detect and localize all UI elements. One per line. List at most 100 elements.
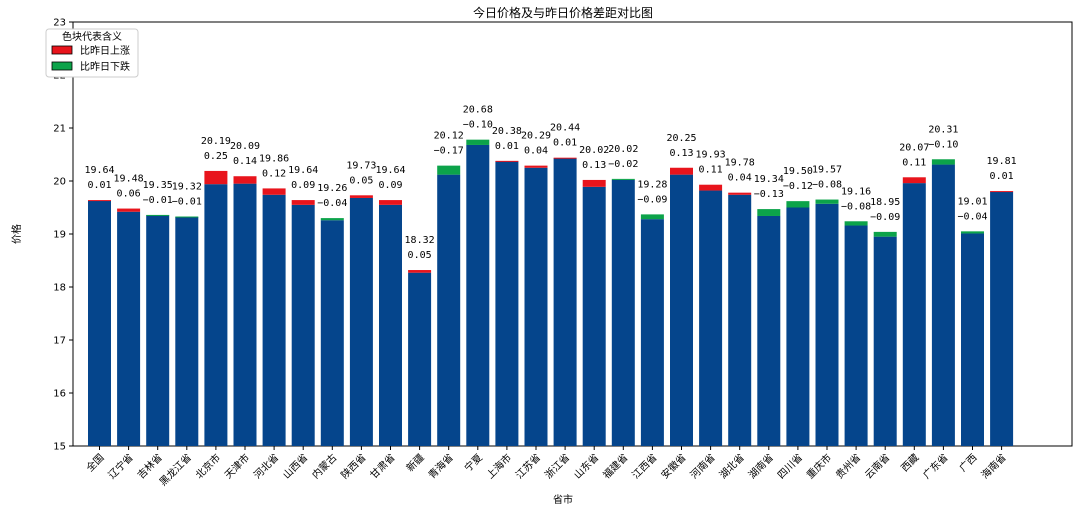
diff-label-13: −0.10 bbox=[463, 120, 493, 131]
bar-rise-16 bbox=[553, 157, 577, 159]
price-label-18: 20.02 bbox=[608, 144, 638, 155]
bar-fall-24 bbox=[786, 201, 810, 208]
x-tick-label: 北京市 bbox=[193, 451, 223, 481]
x-tick-label: 广西 bbox=[957, 452, 980, 475]
x-tick-label: 广东省 bbox=[920, 451, 950, 481]
x-axis-label: 省市 bbox=[553, 493, 573, 506]
bar-fall-29 bbox=[931, 159, 955, 165]
price-label-28: 20.07 bbox=[899, 142, 929, 153]
x-tick-label: 江西省 bbox=[629, 451, 659, 481]
bar-rise-9 bbox=[349, 195, 373, 198]
chart-title: 今日价格及与昨日价格差距对比图 bbox=[473, 5, 653, 20]
bar-today-18 bbox=[611, 179, 635, 446]
bar-rise-5 bbox=[233, 176, 257, 184]
y-tick-label: 16 bbox=[53, 389, 66, 400]
bar-today-8 bbox=[320, 220, 344, 446]
diff-label-3: −0.01 bbox=[172, 197, 202, 208]
bar-rise-28 bbox=[902, 177, 926, 184]
x-tick-label: 西藏 bbox=[899, 452, 922, 475]
bar-rise-1 bbox=[117, 208, 141, 212]
diff-label-31: 0.01 bbox=[990, 171, 1014, 182]
bar-today-0 bbox=[88, 200, 111, 446]
y-tick-label: 21 bbox=[53, 124, 66, 135]
diff-label-29: −0.10 bbox=[928, 139, 958, 150]
bar-today-26 bbox=[844, 225, 868, 446]
x-tick-label: 重庆市 bbox=[804, 451, 834, 481]
price-label-2: 19.35 bbox=[143, 180, 173, 191]
x-tick-label: 天津市 bbox=[222, 451, 252, 481]
bar-today-28 bbox=[902, 183, 926, 446]
bar-fall-30 bbox=[961, 231, 984, 234]
x-tick-label: 江苏省 bbox=[513, 451, 543, 481]
x-tick-label: 湖北省 bbox=[716, 451, 746, 481]
price-label-22: 19.78 bbox=[725, 158, 755, 169]
bar-fall-19 bbox=[640, 214, 664, 220]
bar-today-30 bbox=[961, 233, 984, 446]
y-tick-label: 23 bbox=[53, 18, 66, 29]
bar-fall-26 bbox=[844, 221, 868, 226]
x-tick-label: 辽宁省 bbox=[105, 451, 135, 481]
y-tick-label: 20 bbox=[53, 177, 66, 188]
diff-label-24: −0.12 bbox=[783, 181, 813, 192]
diff-label-8: −0.04 bbox=[317, 198, 347, 209]
bar-rise-4 bbox=[204, 170, 228, 185]
bar-today-2 bbox=[146, 215, 170, 446]
price-label-20: 20.25 bbox=[666, 133, 696, 144]
bar-today-22 bbox=[728, 194, 752, 446]
bar-fall-18 bbox=[611, 178, 635, 180]
bar-rise-31 bbox=[990, 191, 1014, 193]
price-label-5: 20.09 bbox=[230, 141, 260, 152]
diff-label-18: −0.02 bbox=[608, 159, 638, 170]
bar-today-17 bbox=[582, 186, 606, 446]
price-label-6: 19.86 bbox=[259, 153, 289, 164]
bar-today-23 bbox=[757, 215, 781, 446]
price-label-3: 19.32 bbox=[172, 182, 202, 193]
diff-label-7: 0.09 bbox=[291, 180, 315, 191]
price-label-8: 19.26 bbox=[317, 183, 347, 194]
price-label-16: 20.44 bbox=[550, 123, 580, 134]
bar-fall-13 bbox=[466, 139, 490, 145]
diff-label-5: 0.14 bbox=[233, 156, 257, 167]
bar-today-16 bbox=[553, 158, 577, 446]
y-tick-label: 17 bbox=[53, 336, 66, 347]
bar-rise-0 bbox=[88, 200, 111, 202]
x-tick-label: 河北省 bbox=[251, 451, 281, 481]
bar-today-9 bbox=[349, 197, 373, 446]
diff-label-9: 0.05 bbox=[349, 175, 373, 186]
bar-today-31 bbox=[990, 191, 1014, 446]
bar-today-12 bbox=[437, 174, 461, 446]
price-label-15: 20.29 bbox=[521, 131, 551, 142]
y-axis: 151617181920212223 bbox=[53, 18, 73, 453]
diff-label-15: 0.04 bbox=[524, 146, 548, 157]
price-label-23: 19.34 bbox=[754, 174, 784, 185]
price-label-0: 19.64 bbox=[84, 165, 114, 176]
price-label-11: 18.32 bbox=[405, 235, 435, 246]
price-label-25: 19.57 bbox=[812, 165, 842, 176]
bar-today-14 bbox=[495, 161, 519, 446]
bar-today-13 bbox=[466, 144, 490, 446]
bar-fall-25 bbox=[815, 199, 839, 204]
bar-fall-8 bbox=[320, 218, 344, 221]
x-tick-label: 甘肃省 bbox=[367, 451, 397, 481]
bar-rise-21 bbox=[699, 184, 723, 191]
x-tick-label: 内蒙古 bbox=[309, 451, 339, 481]
x-tick-label: 全国 bbox=[83, 451, 106, 474]
diff-label-21: 0.11 bbox=[699, 165, 723, 176]
x-tick-label: 上海市 bbox=[484, 451, 514, 481]
bar-today-24 bbox=[786, 207, 810, 446]
x-tick-label: 云南省 bbox=[862, 451, 892, 481]
y-axis-label: 价格 bbox=[10, 224, 23, 244]
bar-today-7 bbox=[291, 204, 315, 446]
x-tick-label: 黑龙江省 bbox=[156, 451, 193, 488]
price-label-9: 19.73 bbox=[346, 160, 376, 171]
legend-label-down: 比昨日下跌 bbox=[80, 60, 130, 73]
bar-rise-10 bbox=[379, 200, 402, 205]
bar-rise-11 bbox=[408, 270, 432, 273]
price-label-30: 19.01 bbox=[957, 196, 987, 207]
bar-today-4 bbox=[204, 184, 228, 446]
bar-today-10 bbox=[379, 204, 402, 446]
price-label-14: 20.38 bbox=[492, 126, 522, 137]
diff-label-16: 0.01 bbox=[553, 138, 577, 149]
